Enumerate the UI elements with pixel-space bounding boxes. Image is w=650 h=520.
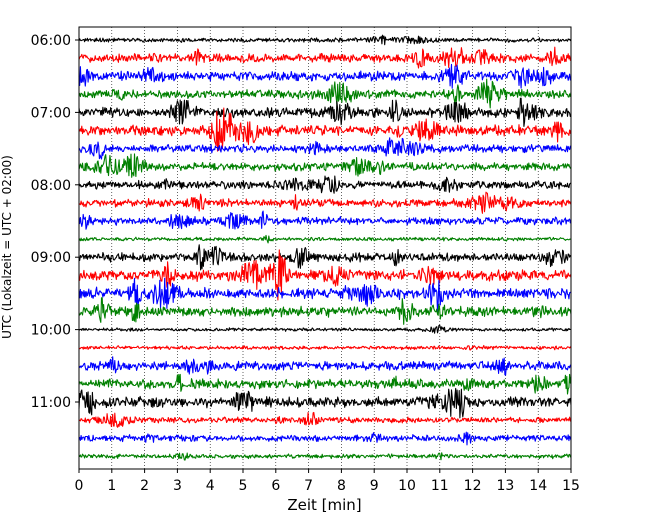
trace-row (78, 210, 572, 230)
x-tick-label: 3 (173, 478, 182, 494)
x-tick-label: 7 (304, 478, 313, 494)
x-tick-label: 1 (107, 478, 116, 494)
trace-row (78, 46, 572, 69)
trace-row (78, 234, 572, 244)
y-tick-label: 06:00 (31, 33, 71, 49)
y-tick-label: 09:00 (31, 250, 71, 266)
y-tick-label: 08:00 (31, 178, 71, 194)
x-tick-label: 10 (398, 478, 416, 494)
trace-row (78, 153, 572, 178)
trace-row (78, 344, 572, 351)
x-tick-label: 8 (337, 478, 346, 494)
trace-row (78, 34, 572, 46)
x-tick-label: 2 (140, 478, 149, 494)
x-tick-label: 15 (562, 478, 580, 494)
x-tick-label: 14 (529, 478, 547, 494)
trace-row (78, 137, 572, 160)
trace-row (78, 175, 572, 194)
trace-row (79, 191, 572, 214)
trace-row (78, 387, 572, 419)
trace-row (78, 411, 572, 428)
seismic-traces (78, 34, 572, 461)
trace-row (78, 452, 572, 461)
trace-row (78, 244, 572, 271)
y-tick-label: 11:00 (31, 395, 71, 411)
y-axis-ticks: 06:00 07:00 08:00 09:00 10:00 11:00 (31, 33, 79, 411)
trace-row (78, 297, 572, 325)
trace-row (78, 277, 572, 314)
trace-row (78, 63, 572, 89)
x-tick-label: 9 (370, 478, 379, 494)
trace-row (78, 373, 572, 395)
x-axis-label: Zeit [min] (287, 496, 361, 514)
x-tick-label: 4 (206, 478, 215, 494)
x-tick-label: 6 (271, 478, 280, 494)
y-tick-label: 07:00 (31, 105, 71, 121)
x-tick-label: 0 (75, 478, 84, 494)
trace-row (78, 356, 572, 376)
x-axis-ticks: 0 1 2 3 4 5 6 7 8 9 10 11 12 13 14 15 (75, 469, 580, 494)
trace-row (78, 249, 572, 301)
y-axis-label: UTC (Lokalzeit = UTC + 02:00) (0, 155, 14, 339)
x-tick-label: 12 (464, 478, 482, 494)
plot-frame (78, 26, 572, 470)
trace-row (78, 324, 572, 334)
trace-row (78, 97, 572, 127)
y-tick-label: 10:00 (31, 323, 71, 339)
x-tick-label: 13 (496, 478, 514, 494)
trace-row (78, 107, 572, 152)
trace-row (78, 431, 572, 446)
x-tick-label: 11 (431, 478, 449, 494)
trace-row (78, 78, 572, 109)
x-tick-label: 5 (239, 478, 248, 494)
